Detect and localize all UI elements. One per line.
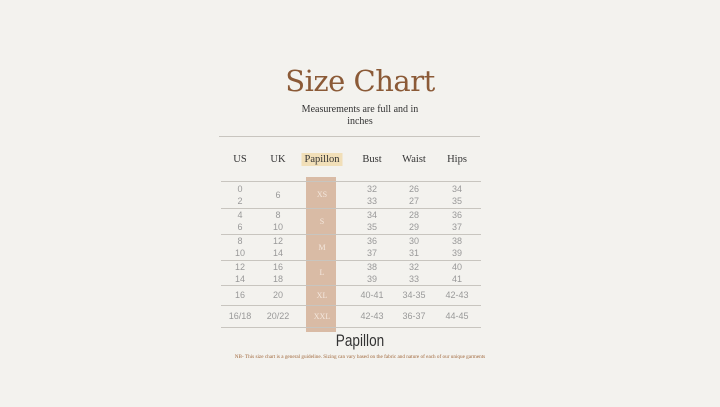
cell-hips: 34 35 <box>451 183 463 206</box>
cell-us: 16/18 <box>228 311 252 321</box>
cell-bust: 38 39 <box>366 261 378 284</box>
cell-hips: 44-45 <box>445 311 469 321</box>
cell-size: M <box>318 242 326 252</box>
row-divider <box>221 305 481 306</box>
header-us: US <box>233 154 247 165</box>
brand-logo: Papillon <box>335 331 385 350</box>
cell-hips: 36 37 <box>451 210 463 232</box>
cell-size: XS <box>316 190 328 199</box>
row-divider <box>221 181 481 182</box>
cell-waist: 32 33 <box>408 261 420 284</box>
row-divider <box>221 260 481 261</box>
cell-uk: 12 14 <box>272 236 284 258</box>
cell-us: 16 <box>234 290 246 300</box>
row-divider <box>221 208 481 209</box>
papillon-size-column <box>306 177 336 332</box>
row-divider <box>221 327 481 328</box>
cell-waist: 26 27 <box>408 183 420 206</box>
cell-waist: 30 31 <box>408 236 420 258</box>
cell-bust: 42-43 <box>360 311 384 321</box>
cell-uk: 20/22 <box>266 311 290 321</box>
cell-size: XXL <box>313 311 331 321</box>
cell-hips: 42-43 <box>445 290 469 300</box>
cell-hips: 40 41 <box>451 261 463 284</box>
cell-waist: 36-37 <box>402 311 426 321</box>
cell-hips: 38 39 <box>451 236 463 258</box>
header-uk: UK <box>270 154 286 165</box>
header-bust: Bust <box>362 154 382 165</box>
cell-us: 8 10 <box>234 236 246 258</box>
page-title: Size Chart <box>285 64 435 98</box>
cell-bust: 34 35 <box>366 210 378 232</box>
cell-uk: 8 10 <box>272 210 284 232</box>
cell-size: L <box>319 268 325 277</box>
cell-size: S <box>319 216 325 226</box>
cell-bust: 36 37 <box>366 236 378 258</box>
header-hips: Hips <box>447 154 467 165</box>
subtitle: Measurements are full and in inches <box>301 104 419 127</box>
cell-us: 4 6 <box>237 210 243 232</box>
header-papillon: Papillon <box>301 153 343 166</box>
cell-waist: 28 29 <box>408 210 420 232</box>
cell-size: XL <box>316 290 328 300</box>
cell-us: 0 2 <box>237 183 243 206</box>
row-divider <box>221 285 481 286</box>
row-divider <box>221 234 481 235</box>
header-waist: Waist <box>402 154 426 165</box>
top-divider <box>219 136 480 137</box>
cell-uk: 6 <box>275 189 281 200</box>
cell-bust: 32 33 <box>366 183 378 206</box>
cell-waist: 34-35 <box>402 290 426 300</box>
guideline-note: NB- This size chart is a general guideli… <box>234 354 486 360</box>
papillon-highlight: Papillon <box>301 153 343 166</box>
cell-uk: 16 18 <box>272 261 284 284</box>
cell-uk: 20 <box>272 290 284 300</box>
cell-us: 12 14 <box>234 261 246 284</box>
cell-bust: 40-41 <box>360 290 384 300</box>
